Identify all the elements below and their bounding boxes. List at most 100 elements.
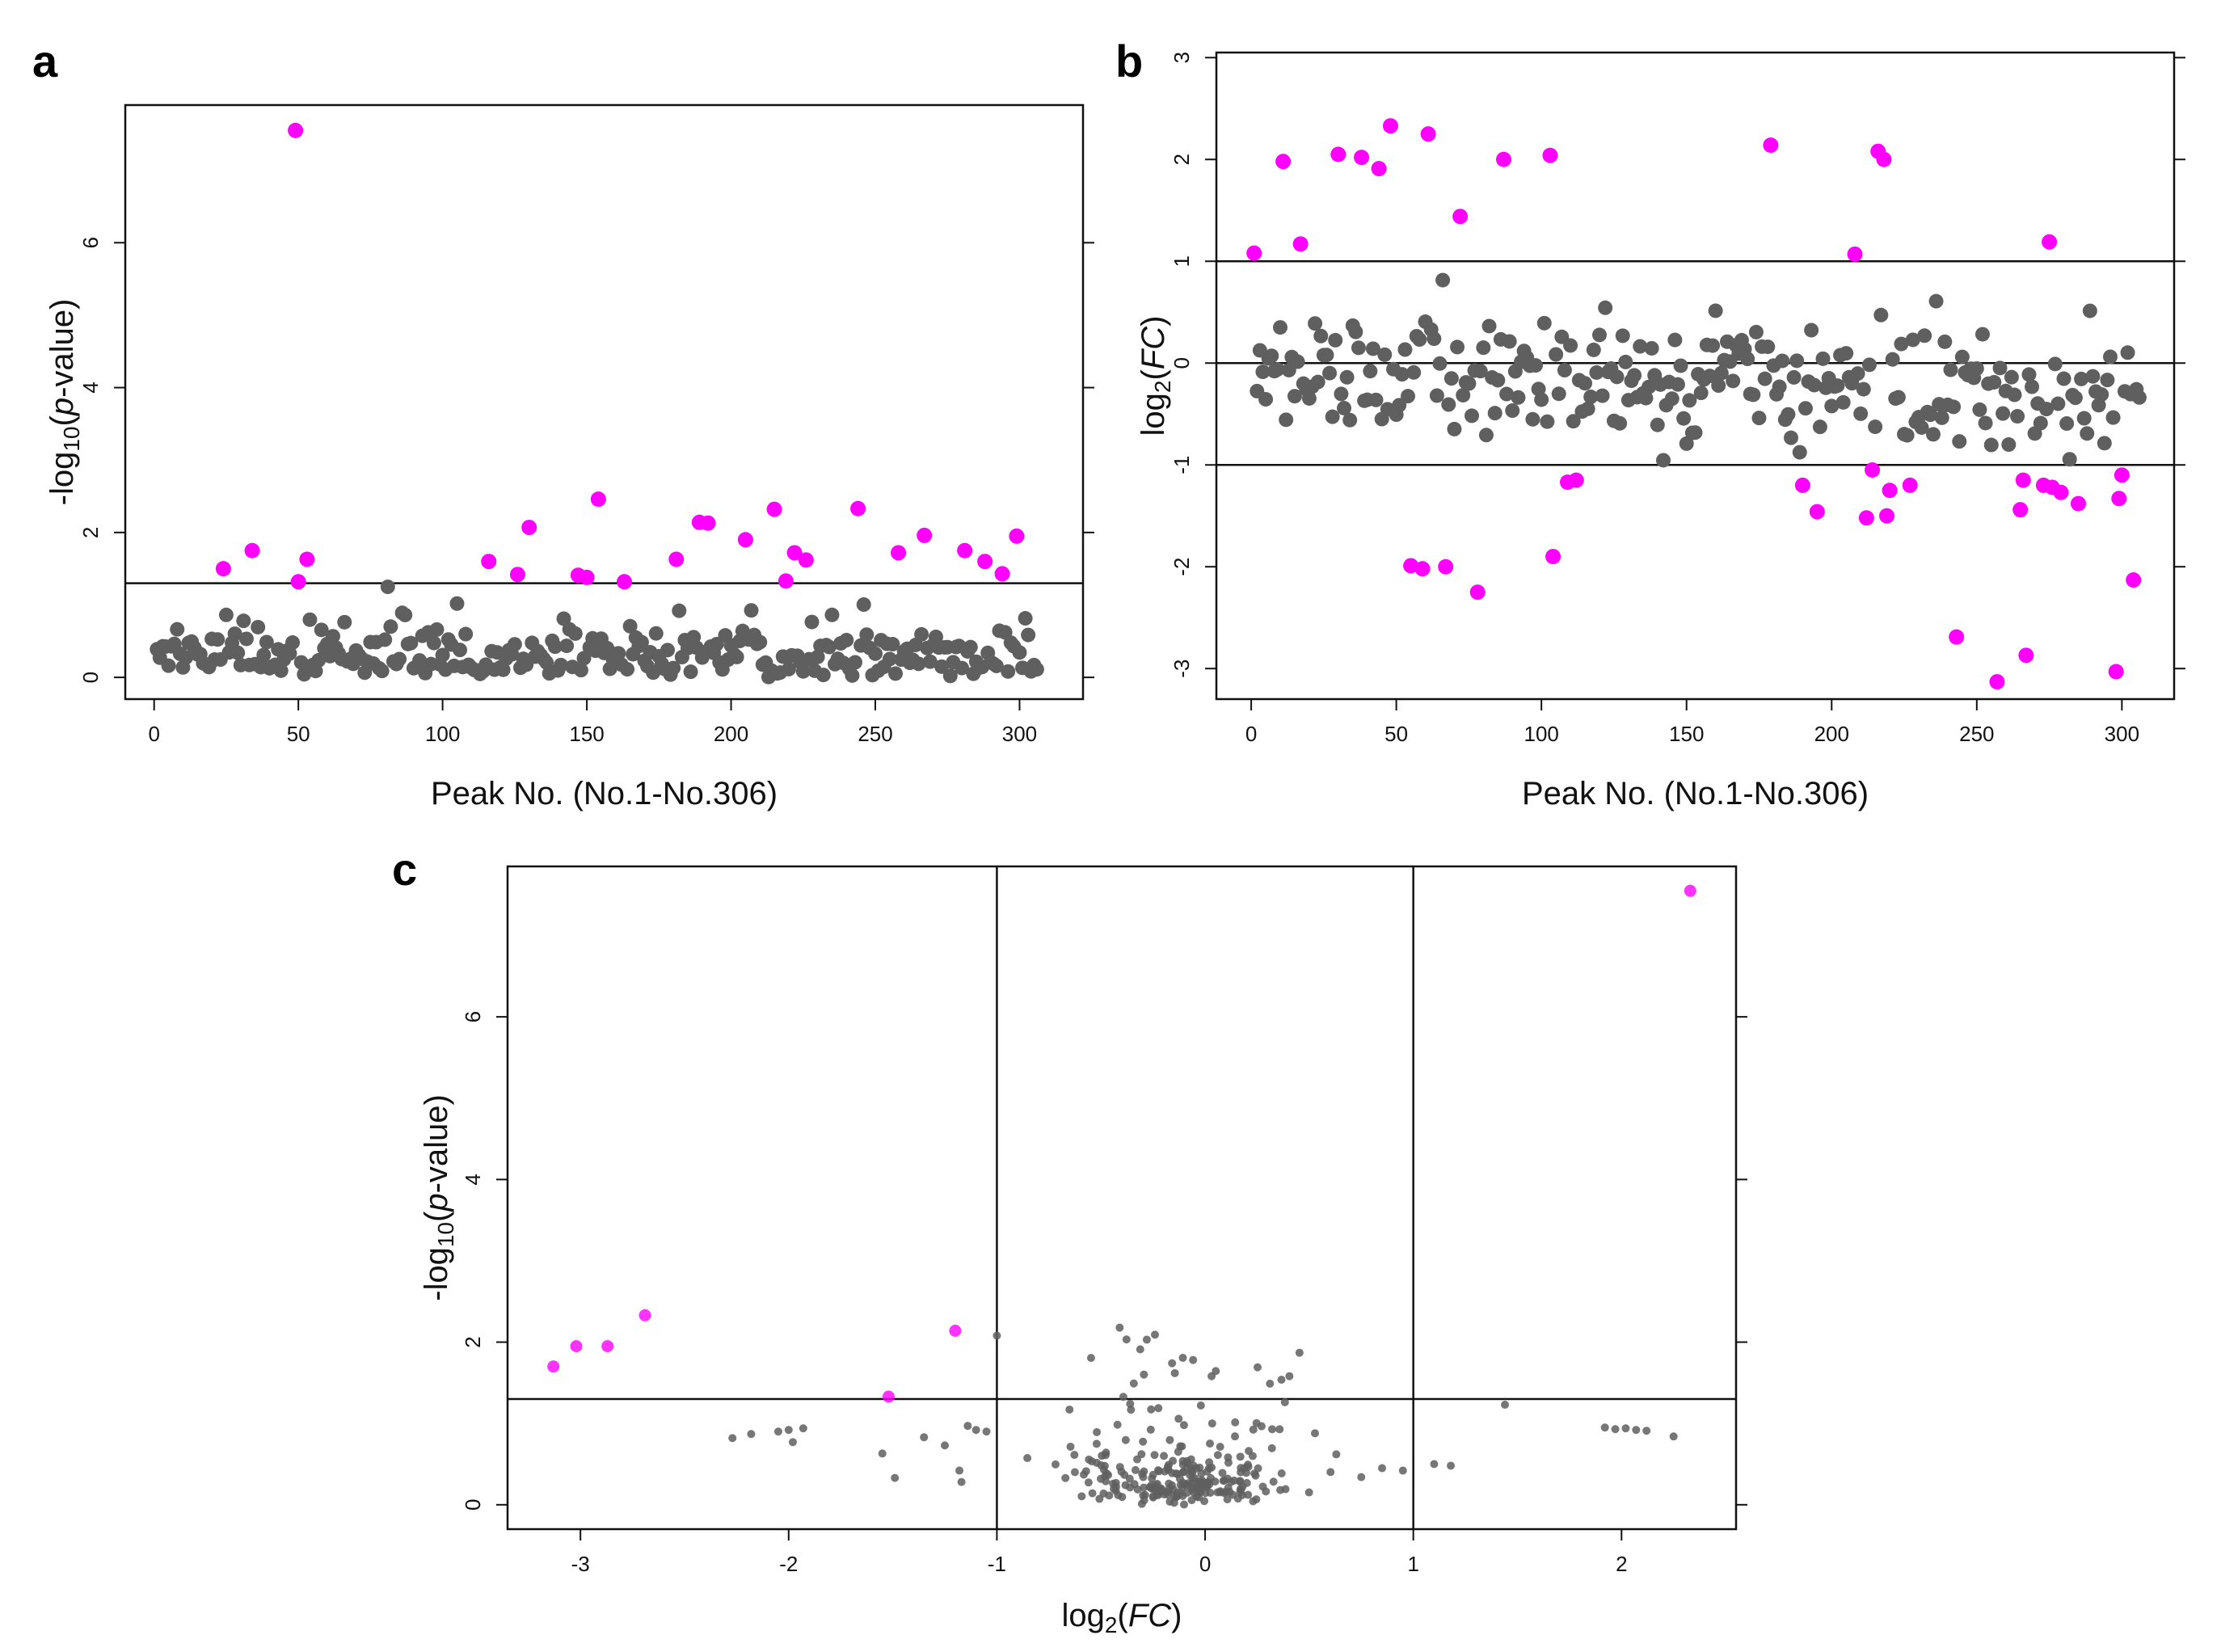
point-significant-b: [1989, 674, 2005, 690]
x-tick-label-a: 0: [148, 722, 159, 746]
point-nonsignificant-b: [2074, 371, 2089, 386]
point-nonsignificant-b: [1528, 358, 1543, 373]
point-nonsignificant-b: [1342, 412, 1358, 428]
point-nonsignificant-b: [1609, 369, 1625, 385]
point-nonsignificant-a: [236, 613, 251, 629]
point-nonsignificant-b: [1301, 390, 1317, 406]
point-nonsignificant-b: [1775, 353, 1790, 369]
point-nonsignificant-c: [1266, 1379, 1275, 1388]
point-nonsignificant-b: [1812, 419, 1827, 435]
point-nonsignificant-c: [1195, 1463, 1204, 1472]
point-nonsignificant-b: [1557, 363, 1572, 378]
point-nonsignificant-b: [1310, 374, 1325, 390]
point-nonsignificant-b: [1287, 389, 1302, 404]
point-nonsignificant-a: [634, 634, 649, 650]
point-nonsignificant-a: [251, 619, 266, 634]
point-nonsignificant-c: [1642, 1427, 1651, 1435]
point-nonsignificant-b: [2131, 390, 2147, 405]
point-nonsignificant-c: [1151, 1330, 1160, 1339]
point-nonsignificant-c: [1223, 1495, 1232, 1504]
point-nonsignificant-c: [982, 1427, 991, 1436]
point-nonsignificant-c: [1061, 1473, 1070, 1482]
point-nonsignificant-c: [1236, 1488, 1245, 1497]
x-axis-label-b: Peak No. (No.1-No.306): [1522, 776, 1869, 811]
point-nonsignificant-b: [1406, 365, 1422, 380]
point-nonsignificant-b: [2033, 415, 2048, 431]
point-nonsignificant-b: [2097, 436, 2112, 451]
point-significant-b: [2126, 572, 2142, 588]
point-nonsignificant-a: [810, 649, 825, 664]
point-nonsignificant-b: [1394, 367, 1410, 382]
point-significant-b: [1438, 558, 1454, 575]
point-nonsignificant-c: [1113, 1420, 1122, 1429]
point-significant-a: [766, 501, 782, 517]
x-axis-label-c-open: (: [1117, 1598, 1128, 1633]
point-significant-b: [1292, 236, 1309, 252]
point-nonsignificant-b: [1589, 365, 1604, 380]
x-tick-label-b: 0: [1245, 722, 1257, 746]
point-nonsignificant-c: [1179, 1421, 1188, 1430]
point-nonsignificant-c: [1244, 1490, 1253, 1499]
point-nonsignificant-b: [2056, 371, 2071, 386]
point-nonsignificant-a: [744, 603, 759, 618]
x-tick-label-c: -1: [988, 1552, 1006, 1576]
point-nonsignificant-b: [1586, 342, 1601, 357]
point-nonsignificant-a: [1012, 645, 1027, 660]
point-nonsignificant-c: [1154, 1404, 1163, 1413]
point-nonsignificant-a: [576, 651, 592, 666]
point-nonsignificant-b: [1478, 428, 1494, 443]
point-nonsignificant-b: [1308, 316, 1323, 331]
point-nonsignificant-b: [2120, 345, 2135, 360]
point-significant-b: [1858, 510, 1874, 526]
point-significant-b: [1809, 504, 1825, 520]
point-nonsignificant-b: [2067, 390, 2083, 406]
point-nonsignificant-b: [2100, 373, 2115, 388]
y-axis-label-c: -log10(p-value): [419, 1094, 458, 1301]
point-nonsignificant-c: [1275, 1425, 1284, 1434]
point-nonsignificant-c: [1137, 1450, 1146, 1459]
point-nonsignificant-b: [1789, 353, 1805, 369]
point-nonsignificant-a: [297, 667, 312, 682]
point-nonsignificant-c: [1229, 1490, 1237, 1499]
point-nonsignificant-c: [1165, 1497, 1174, 1506]
point-nonsignificant-c: [1077, 1492, 1086, 1501]
point-nonsignificant-b: [1487, 406, 1502, 421]
point-nonsignificant-a: [839, 633, 854, 648]
point-nonsignificant-c: [1070, 1451, 1079, 1460]
point-nonsignificant-c: [1304, 1488, 1313, 1497]
point-nonsignificant-b: [1656, 453, 1671, 468]
point-nonsignificant-c: [1600, 1423, 1609, 1432]
point-nonsignificant-b: [1917, 328, 1932, 343]
point-nonsignificant-c: [1155, 1467, 1164, 1476]
point-nonsignificant-b: [1525, 411, 1540, 427]
point-nonsignificant-a: [230, 645, 246, 660]
y-axis-label-c-open: (: [419, 1211, 454, 1222]
point-nonsignificant-b: [1740, 352, 1755, 367]
point-significant-a: [509, 567, 525, 583]
point-significant-b: [1354, 150, 1370, 166]
point-nonsignificant-b: [1505, 403, 1520, 419]
point-nonsignificant-c: [1621, 1424, 1630, 1433]
point-nonsignificant-b: [1815, 351, 1831, 366]
point-nonsignificant-c: [955, 1466, 964, 1475]
point-nonsignificant-b: [1804, 322, 1819, 338]
point-nonsignificant-a: [963, 639, 978, 655]
point-nonsignificant-b: [1534, 392, 1549, 407]
point-significant-b: [2053, 484, 2069, 500]
point-nonsignificant-c: [799, 1424, 807, 1433]
x-tick-label-a: 100: [425, 722, 460, 746]
point-nonsignificant-b: [1954, 349, 1970, 365]
point-significant-a: [778, 573, 794, 589]
point-nonsignificant-c: [1139, 1473, 1148, 1481]
point-nonsignificant-c: [1244, 1462, 1253, 1471]
point-significant-b: [2042, 234, 2058, 250]
point-nonsignificant-b: [1461, 376, 1477, 391]
point-nonsignificant-c: [1122, 1335, 1131, 1344]
point-significant-b: [2114, 467, 2130, 483]
point-nonsignificant-c: [1189, 1355, 1198, 1364]
point-nonsignificant-b: [1705, 338, 1721, 353]
point-nonsignificant-c: [1104, 1471, 1113, 1480]
point-nonsignificant-b: [1563, 338, 1578, 353]
point-nonsignificant-a: [752, 634, 768, 650]
x-axis-label-c-pre: log: [1062, 1598, 1105, 1633]
